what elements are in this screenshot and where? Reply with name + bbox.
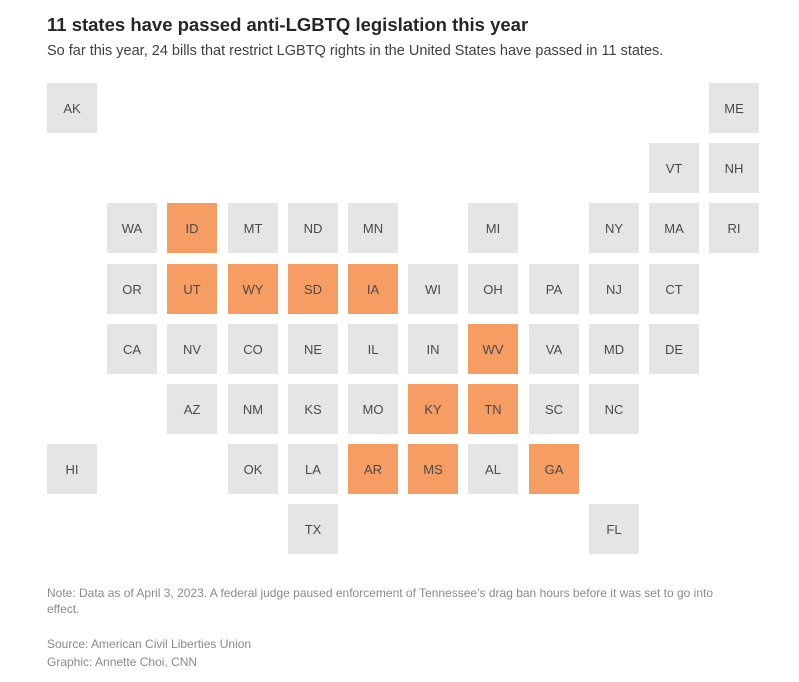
state-tile-sc: SC [529,384,579,434]
chart-subtitle: So far this year, 24 bills that restrict… [47,43,664,59]
state-tile-ri: RI [709,203,759,253]
state-tile-va: VA [529,324,579,374]
state-tile-tx: TX [288,504,338,554]
state-tile-me: ME [709,83,759,133]
state-tile-ga: GA [529,444,579,494]
state-tile-ms: MS [408,444,458,494]
footnote: Note: Data as of April 3, 2023. A federa… [47,586,713,616]
state-tile-or: OR [107,264,157,314]
state-tile-ia: IA [348,264,398,314]
state-tile-vt: VT [649,143,699,193]
state-tile-wa: WA [107,203,157,253]
state-tile-mi: MI [468,203,518,253]
state-tile-la: LA [288,444,338,494]
state-tile-mt: MT [228,203,278,253]
state-tile-mo: MO [348,384,398,434]
state-tile-nh: NH [709,143,759,193]
state-tile-hi: HI [47,444,97,494]
state-tile-az: AZ [167,384,217,434]
state-tile-fl: FL [589,504,639,554]
state-tile-oh: OH [468,264,518,314]
state-tile-sd: SD [288,264,338,314]
state-tile-ne: NE [288,324,338,374]
state-tile-nc: NC [589,384,639,434]
state-tile-wy: WY [228,264,278,314]
state-tile-ct: CT [649,264,699,314]
state-tile-ny: NY [589,203,639,253]
state-tile-nj: NJ [589,264,639,314]
state-tile-id: ID [167,203,217,253]
state-tile-ar: AR [348,444,398,494]
state-tile-nm: NM [228,384,278,434]
state-tile-nv: NV [167,324,217,374]
graphic-credit: Graphic: Annette Choi, CNN [47,655,198,669]
state-tile-ky: KY [408,384,458,434]
state-tile-in: IN [408,324,458,374]
state-tile-ks: KS [288,384,338,434]
state-tile-ut: UT [167,264,217,314]
state-tile-pa: PA [529,264,579,314]
state-tile-nd: ND [288,203,338,253]
state-tile-ok: OK [228,444,278,494]
state-tile-md: MD [589,324,639,374]
state-tile-ca: CA [107,324,157,374]
state-tile-wi: WI [408,264,458,314]
state-tile-ak: AK [47,83,97,133]
source-credit: Source: American Civil Liberties Union [47,637,252,651]
state-tile-il: IL [348,324,398,374]
state-tile-ma: MA [649,203,699,253]
chart-title: 11 states have passed anti-LGBTQ legisla… [47,14,529,35]
state-tile-tn: TN [468,384,518,434]
state-tile-al: AL [468,444,518,494]
state-tile-de: DE [649,324,699,374]
state-tile-mn: MN [348,203,398,253]
state-tile-wv: WV [468,324,518,374]
state-tile-co: CO [228,324,278,374]
